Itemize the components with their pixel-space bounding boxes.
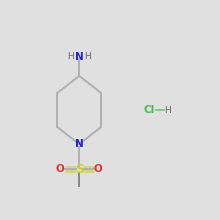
Text: H: H	[165, 106, 171, 114]
Text: N: N	[75, 139, 84, 149]
Text: H: H	[68, 52, 74, 60]
Text: Cl: Cl	[144, 105, 155, 115]
Text: O: O	[56, 164, 65, 174]
Text: O: O	[94, 164, 103, 174]
Text: N: N	[75, 52, 84, 62]
Text: H: H	[84, 52, 91, 60]
Text: S: S	[75, 163, 84, 176]
